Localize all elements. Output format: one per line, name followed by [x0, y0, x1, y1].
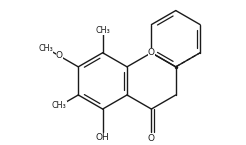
Text: OH: OH [96, 133, 109, 142]
Text: O: O [148, 48, 155, 57]
Text: CH₃: CH₃ [95, 26, 110, 35]
Text: CH₃: CH₃ [52, 102, 67, 110]
Text: CH₃: CH₃ [38, 44, 53, 53]
Text: O: O [56, 51, 63, 60]
Text: O: O [148, 134, 155, 143]
